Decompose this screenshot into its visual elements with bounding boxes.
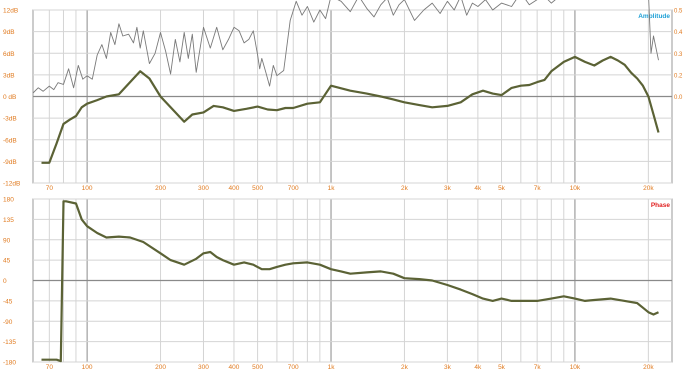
y-tick-label: 9dB <box>3 29 15 36</box>
y-tick-label: -6dB <box>3 137 17 144</box>
y-tick-label: 45 <box>3 258 11 265</box>
y-tick-label: 0 <box>3 278 7 285</box>
x-tick-label: 1k <box>328 364 336 371</box>
x-tick-label: 5k <box>498 185 506 192</box>
x-tick-label: 500 <box>252 364 263 371</box>
right-tick-label: 0.2 <box>674 73 683 79</box>
x-tick-label: 70 <box>46 364 54 371</box>
x-tick-label: 300 <box>198 364 209 371</box>
amplitude-panel: 12dB 9dB 6dB 3dB 0 dB -3dB -6dB -9dB -12dB 70 100 2… <box>3 0 683 192</box>
x-tick-label: 400 <box>229 364 240 371</box>
series-line-main <box>41 200 659 363</box>
x-tick-label: 20k <box>643 185 654 192</box>
y-tick-label: -90 <box>3 319 13 326</box>
y-tick-label: 3dB <box>3 72 15 79</box>
x-tick-label: 3k <box>444 185 452 192</box>
x-tick-label: 4k <box>474 185 482 192</box>
x-tick-label: 4k <box>474 364 482 371</box>
series-line-secondary <box>32 0 659 94</box>
x-tick-label: 400 <box>229 185 240 192</box>
x-tick-label: 20k <box>643 364 654 371</box>
x-tick-label: 300 <box>198 185 209 192</box>
x-tick-label: 10k <box>570 185 581 192</box>
x-tick-label: 200 <box>155 185 166 192</box>
x-tick-label: 2k <box>401 364 409 371</box>
y-tick-label: -3dB <box>3 116 17 123</box>
x-tick-label: 5k <box>498 364 506 371</box>
x-tick-label: 7k <box>534 185 542 192</box>
y-tick-label: -135 <box>3 339 16 346</box>
x-tick-label: 7k <box>534 364 542 371</box>
y-tick-label: -9dB <box>3 159 17 166</box>
x-tick-label: 3k <box>444 364 452 371</box>
x-tick-label: 10k <box>570 364 581 371</box>
x-tick-label: 700 <box>288 364 299 371</box>
x-tick-label: 200 <box>155 364 166 371</box>
right-tick-label: 0.0 <box>674 95 683 101</box>
y-tick-label: 135 <box>3 217 14 224</box>
x-tick-label: 700 <box>288 185 299 192</box>
y-tick-label: 0 dB <box>3 94 16 101</box>
legend-label: Phase <box>651 202 671 209</box>
x-tick-label: 2k <box>401 185 409 192</box>
y-tick-label: 180 <box>3 197 14 204</box>
x-tick-label: 100 <box>82 185 93 192</box>
y-tick-label: 6dB <box>3 51 15 58</box>
x-tick-label: 70 <box>46 185 54 192</box>
y-tick-label: -45 <box>3 298 13 305</box>
right-tick-label: 0.3 <box>674 52 683 58</box>
x-tick-label: 100 <box>82 364 93 371</box>
y-tick-label: 12dB <box>3 8 18 15</box>
x-tick-label: 1k <box>328 185 336 192</box>
x-tick-label: 500 <box>252 185 263 192</box>
right-tick-label: 0.5 <box>674 9 683 15</box>
right-tick-label: 0.4 <box>674 30 683 36</box>
phase-panel: 180 135 90 45 0 -45 -90 -135 -180 70 100 200 300 400 5… <box>3 197 673 371</box>
y-tick-label: 90 <box>3 237 11 244</box>
y-tick-label: -12dB <box>3 181 20 188</box>
series-line-main <box>41 55 660 164</box>
y-tick-label: -180 <box>3 360 16 367</box>
legend-label: Amplitude <box>638 13 670 20</box>
